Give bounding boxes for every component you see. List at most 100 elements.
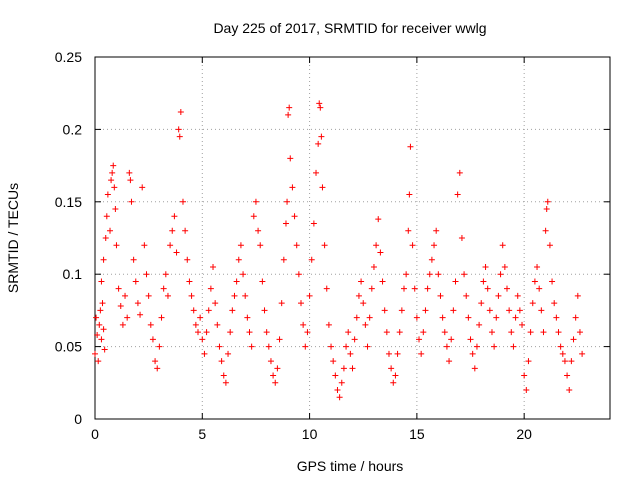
data-point [510, 343, 517, 350]
data-point [263, 329, 270, 336]
data-point [375, 216, 382, 223]
data-point [207, 285, 214, 292]
data-point [525, 358, 532, 365]
data-point [353, 314, 360, 321]
data-point [448, 336, 455, 343]
data-point [182, 227, 189, 234]
data-point [416, 336, 423, 343]
data-point [112, 206, 119, 213]
data-point [546, 242, 553, 249]
data-point [364, 343, 371, 350]
data-point [381, 307, 388, 314]
data-point [360, 300, 367, 307]
data-point [351, 336, 358, 343]
data-point [456, 169, 463, 176]
data-point [544, 198, 551, 205]
data-point [328, 343, 335, 350]
data-point [173, 249, 180, 256]
data-point [149, 336, 156, 343]
y-axis-label: SRMTID / TECUs [5, 183, 21, 293]
data-point [310, 220, 317, 227]
data-point [512, 314, 519, 321]
data-point [318, 133, 325, 140]
data-point [405, 227, 412, 234]
data-point [231, 292, 238, 299]
data-point [476, 321, 483, 328]
y-tick-label: 0.15 [55, 194, 82, 210]
data-point [95, 358, 102, 365]
data-point [132, 278, 139, 285]
data-point [385, 350, 392, 357]
data-point [523, 387, 530, 394]
data-point [96, 321, 103, 328]
data-point [362, 321, 369, 328]
data-point [465, 314, 472, 321]
data-point [145, 292, 152, 299]
data-point [576, 329, 583, 336]
data-point [325, 321, 332, 328]
data-point [482, 263, 489, 270]
x-tick-label: 0 [91, 426, 99, 442]
data-point [446, 358, 453, 365]
data-point [128, 198, 135, 205]
data-point [171, 213, 178, 220]
data-point [516, 307, 523, 314]
data-point [210, 263, 217, 270]
data-point [176, 133, 183, 140]
data-point [98, 278, 105, 285]
data-point [519, 321, 526, 328]
data-point [501, 263, 508, 270]
data-point [259, 278, 266, 285]
data-point [103, 213, 110, 220]
data-point [160, 285, 167, 292]
plot-frame [94, 56, 611, 420]
data-point [261, 307, 268, 314]
data-point [398, 307, 405, 314]
data-point [506, 307, 513, 314]
data-point [394, 350, 401, 357]
x-tick-label: 10 [302, 426, 318, 442]
data-point [246, 329, 253, 336]
y-tick-label: 0 [74, 411, 82, 427]
data-point [113, 242, 120, 249]
data-point [461, 271, 468, 278]
data-point [323, 285, 330, 292]
data-point [267, 358, 274, 365]
data-point [452, 278, 459, 285]
data-point [473, 343, 480, 350]
data-point [143, 271, 150, 278]
data-point [92, 350, 98, 357]
data-point [154, 365, 161, 372]
data-point [255, 227, 262, 234]
data-point [248, 343, 255, 350]
data-point [553, 314, 560, 321]
grid-lines [95, 57, 610, 419]
data-point [555, 329, 562, 336]
data-point [291, 213, 298, 220]
data-point [568, 358, 575, 365]
data-point [156, 343, 163, 350]
data-point [543, 206, 550, 213]
data-point [304, 329, 311, 336]
data-point [240, 271, 247, 278]
data-point [184, 256, 191, 263]
data-point [469, 350, 476, 357]
data-point [579, 350, 586, 357]
data-point [242, 292, 249, 299]
data-point [454, 191, 461, 198]
data-point [441, 329, 448, 336]
data-point [147, 321, 154, 328]
data-point [289, 184, 296, 191]
data-point [570, 336, 577, 343]
data-point [285, 111, 292, 118]
data-point [379, 278, 386, 285]
data-point [504, 285, 510, 292]
data-point [287, 155, 294, 162]
data-point [158, 314, 165, 321]
data-point [119, 321, 126, 328]
data-point [313, 169, 320, 176]
data-point [276, 336, 283, 343]
y-tick-label: 0.05 [55, 339, 82, 355]
data-point [152, 358, 159, 365]
data-point [270, 372, 277, 379]
